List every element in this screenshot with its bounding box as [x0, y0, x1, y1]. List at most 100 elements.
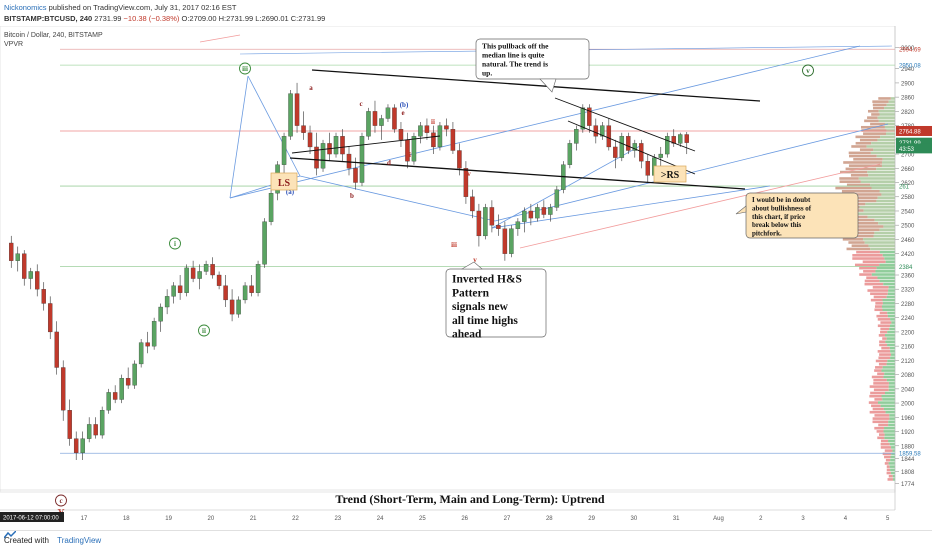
y-tick-label-18: 2500 [901, 224, 915, 230]
candle-87 [574, 129, 579, 144]
y-tick-label-11: 2200 [901, 330, 915, 336]
trendline-4 [567, 120, 696, 175]
candle-10 [73, 438, 79, 454]
candle-63 [418, 125, 423, 137]
candle-24 [164, 296, 170, 308]
rs-box [653, 165, 687, 183]
candle-43 [288, 93, 293, 137]
candle-6 [47, 303, 53, 333]
candle-36 [242, 285, 248, 301]
publish-info: published on TradingView.com, July 31, 2… [48, 3, 237, 12]
x-tick-label-2: 19 [165, 516, 172, 522]
candle-9 [67, 410, 72, 439]
price-tag-1: 2950.08 [899, 64, 921, 70]
candle-15 [106, 392, 111, 411]
ls-box [270, 172, 298, 191]
y-tick-label-26: 2820 [901, 110, 915, 116]
candle-3 [28, 271, 33, 279]
footer: Created with TradingView [0, 530, 932, 550]
candle-93 [613, 146, 618, 158]
candle-92 [606, 125, 612, 148]
publish-header: Nickonomics published on TradingView.com… [0, 0, 932, 26]
y-tick-label-28: 2900 [901, 81, 915, 87]
candle-23 [158, 306, 163, 322]
candle-91 [600, 125, 605, 137]
x-tick-label-18: 4 [844, 516, 848, 522]
y-tick-label-13: 2280 [901, 302, 915, 308]
candle-80 [528, 210, 534, 219]
candle-100 [658, 153, 663, 158]
y-tick-label-29: 2940 [901, 67, 915, 73]
x-tick-label-9: 26 [461, 516, 468, 522]
wave-label-0: iii [242, 65, 248, 73]
y-tick-label-16: 2420 [901, 252, 915, 258]
trendline-1 [289, 157, 746, 190]
candle-26 [177, 285, 183, 293]
candle-59 [392, 107, 397, 130]
wave-label-14: e [401, 109, 404, 117]
candle-46 [307, 132, 313, 148]
candle-81 [535, 207, 540, 219]
y-tick-label-14: 2320 [901, 288, 915, 294]
x-tick-label-7: 24 [377, 516, 384, 522]
candle-67 [444, 125, 449, 130]
x-tick-label-11: 28 [546, 516, 553, 522]
candle-0 [9, 242, 14, 261]
x-tick-label-4: 21 [250, 516, 257, 522]
price-tag-0: 2994.69 [899, 48, 921, 54]
wave-label-ring-1 [169, 237, 181, 250]
wave-label-ring-2 [198, 324, 210, 337]
candle-8 [60, 367, 66, 411]
candle-5 [41, 289, 46, 304]
candle-56 [372, 111, 378, 126]
candle-48 [320, 143, 326, 169]
y-tick-label-21: 2620 [901, 181, 915, 187]
tradingview-logo-icon [4, 531, 16, 539]
x-tick-label-10: 27 [504, 516, 511, 522]
chart-legend: Bitcoin / Dollar, 240, BITSTAMP VPVR [4, 31, 103, 49]
candle-83 [548, 207, 553, 215]
author-link[interactable]: Nickonomics [4, 3, 47, 12]
red-upper-line [199, 34, 241, 43]
candle-14 [99, 410, 105, 436]
y-tick-label-20: 2580 [901, 195, 915, 201]
candle-94 [619, 136, 625, 158]
candle-96 [632, 143, 638, 151]
y-tick-label-1: 1808 [901, 470, 915, 476]
candle-39 [262, 221, 267, 265]
price-tag-2: 2764.88 [899, 129, 921, 135]
pullback-note-box [475, 38, 590, 80]
wave-label-12: c [359, 100, 362, 108]
candle-22 [151, 321, 157, 347]
candle-54 [359, 136, 365, 183]
y-tick-label-7: 2040 [901, 387, 915, 393]
candle-50 [333, 136, 339, 155]
doubt-note-pointer [735, 205, 747, 215]
candle-90 [593, 125, 599, 137]
publish-line: Nickonomics published on TradingView.com… [4, 2, 928, 13]
candle-51 [340, 136, 345, 155]
candle-25 [171, 285, 176, 297]
candle-71 [470, 196, 475, 212]
y-tick-label-15: 2360 [901, 274, 915, 280]
candle-17 [119, 378, 124, 400]
x-start-label-bg [0, 512, 64, 522]
x-tick-label-8: 25 [419, 516, 426, 522]
wave-label-ring-6 [802, 64, 814, 77]
pitchfork-line-2 [299, 175, 496, 222]
wave-label-8: (a) [286, 188, 295, 196]
wave-label-1: i [174, 240, 176, 248]
x-tick-label-15: Aug [713, 516, 724, 522]
tradingview-link[interactable]: TradingView [57, 536, 102, 545]
doubt-note-box [745, 192, 859, 239]
candle-18 [125, 378, 131, 386]
candle-13 [93, 424, 98, 436]
wave-label-17: iii [451, 241, 457, 249]
candle-12 [86, 424, 92, 439]
x-tick-label-12: 29 [588, 516, 595, 522]
wave-label-16: i [409, 151, 411, 159]
candle-78 [515, 221, 521, 229]
candle-37 [249, 285, 254, 293]
